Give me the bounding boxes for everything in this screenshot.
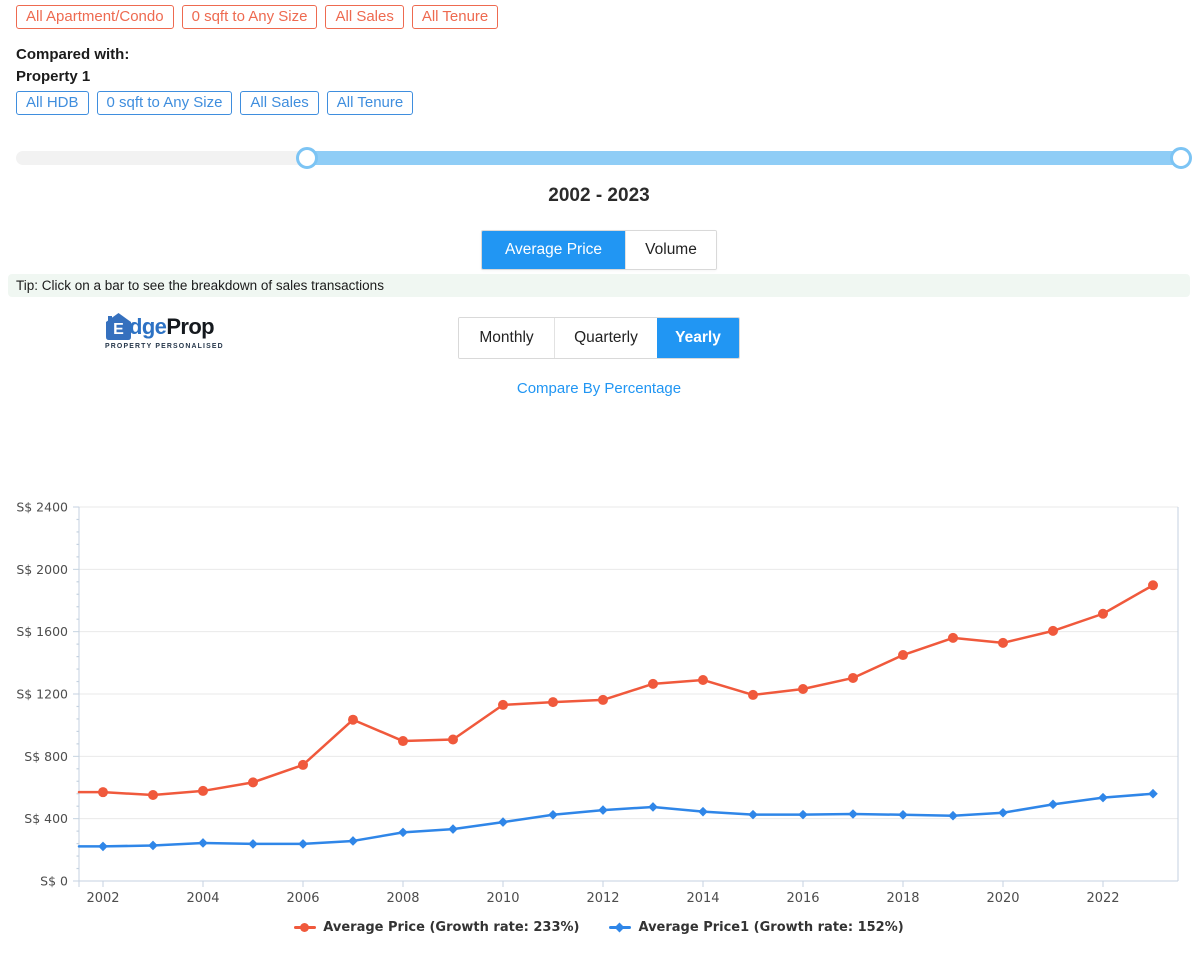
filter-sales-button[interactable]: All Sales <box>325 5 404 29</box>
secondary-filter-row: All HDB 0 sqft to Any Size All Sales All… <box>16 91 414 115</box>
filter-hdb-button[interactable]: All HDB <box>16 91 89 115</box>
filter-sales-button-2[interactable]: All Sales <box>240 91 319 115</box>
legend-label-average-price: Average Price (Growth rate: 233%) <box>323 920 580 935</box>
svg-text:2022: 2022 <box>1086 891 1119 906</box>
tab-yearly[interactable]: Yearly <box>657 318 739 358</box>
compared-with-label: Compared with: <box>16 46 130 63</box>
svg-text:2008: 2008 <box>386 891 419 906</box>
svg-text:2006: 2006 <box>286 891 319 906</box>
edgeprop-logo: E dgeProp PROPERTY PERSONALISED <box>105 312 224 350</box>
tab-volume[interactable]: Volume <box>625 231 716 269</box>
period-tab-group: Monthly Quarterly Yearly <box>0 317 1198 359</box>
filter-tenure-button[interactable]: All Tenure <box>411 5 499 29</box>
slider-handle-left[interactable] <box>295 147 318 169</box>
selected-range-title: 2002 - 2023 <box>548 185 650 206</box>
chart-legend: Average Price (Growth rate: 233%) Averag… <box>0 920 1198 935</box>
primary-filter-row: All Apartment/Condo 0 sqft to Any Size A… <box>16 5 499 29</box>
metric-tab-group: Average Price Volume <box>0 230 1198 270</box>
legend-item-average-price[interactable]: Average Price (Growth rate: 233%) <box>294 920 579 935</box>
svg-text:S$ 2400: S$ 2400 <box>16 500 68 515</box>
slider-handle-right[interactable] <box>1169 147 1192 169</box>
svg-text:2018: 2018 <box>886 891 919 906</box>
filter-size-button-2[interactable]: 0 sqft to Any Size <box>96 91 233 115</box>
svg-text:2016: 2016 <box>786 891 819 906</box>
svg-text:S$ 400: S$ 400 <box>24 811 68 826</box>
tip-banner: Tip: Click on a bar to see the breakdown… <box>8 274 1190 297</box>
tab-monthly[interactable]: Monthly <box>459 318 554 358</box>
svg-text:2010: 2010 <box>486 891 519 906</box>
svg-text:S$ 1600: S$ 1600 <box>16 624 68 639</box>
svg-text:E: E <box>113 321 124 338</box>
filter-size-button[interactable]: 0 sqft to Any Size <box>181 5 318 29</box>
legend-item-average-price1[interactable]: Average Price1 (Growth rate: 152%) <box>609 920 904 935</box>
svg-text:2014: 2014 <box>686 891 719 906</box>
svg-text:2020: 2020 <box>986 891 1019 906</box>
filter-tenure-button-2[interactable]: All Tenure <box>326 91 414 115</box>
svg-text:S$ 800: S$ 800 <box>24 749 68 764</box>
compare-by-percentage-link[interactable]: Compare By Percentage <box>516 380 682 397</box>
average-price1-series-marker-icon <box>609 922 632 933</box>
svg-text:S$ 1200: S$ 1200 <box>16 687 68 702</box>
svg-text:S$ 2000: S$ 2000 <box>16 562 68 577</box>
svg-text:2012: 2012 <box>586 891 619 906</box>
logo-wordmark: dgeProp <box>129 314 215 339</box>
legend-label-average-price1: Average Price1 (Growth rate: 152%) <box>638 920 904 935</box>
tab-average-price[interactable]: Average Price <box>482 231 625 269</box>
filter-apartment-condo-button[interactable]: All Apartment/Condo <box>16 5 174 29</box>
price-trend-line-chart[interactable]: S$ 0 S$ 400 S$ 800 S$ 1200 S$ 1600 S$ 2000 S$ … <box>0 495 1198 910</box>
property-1-label: Property 1 <box>16 68 91 85</box>
year-range-slider[interactable] <box>16 147 1192 169</box>
tab-quarterly[interactable]: Quarterly <box>554 318 657 358</box>
svg-text:2004: 2004 <box>186 891 219 906</box>
logo-tagline: PROPERTY PERSONALISED <box>105 343 224 350</box>
house-icon: E <box>106 313 131 340</box>
svg-text:S$ 0: S$ 0 <box>40 874 68 889</box>
svg-text:2002: 2002 <box>86 891 119 906</box>
average-price-series-marker-icon <box>294 923 317 932</box>
slider-selected-range[interactable] <box>306 151 1181 165</box>
